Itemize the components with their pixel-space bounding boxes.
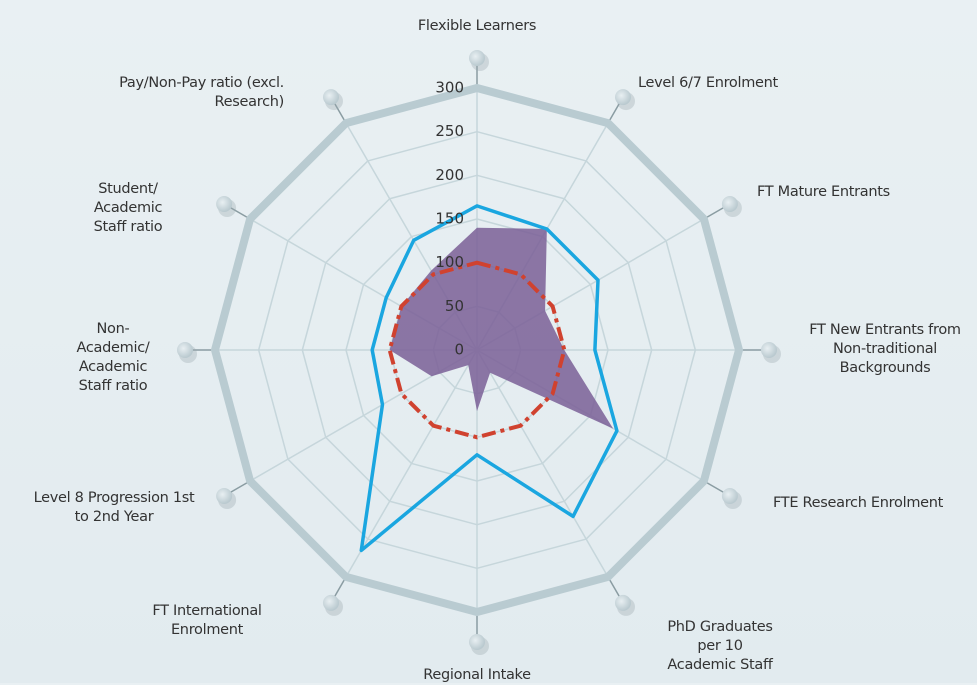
axis-dot bbox=[721, 488, 738, 504]
category-label: Student/ Academic Staff ratio bbox=[93, 181, 163, 235]
axis-dot bbox=[615, 89, 631, 106]
r-tick-label: 300 bbox=[435, 79, 464, 97]
axis-dot bbox=[323, 594, 339, 611]
r-tick-label: 100 bbox=[435, 253, 464, 271]
category-label: Non-Academic/ Academic Staff ratio bbox=[76, 321, 150, 394]
grid-ring bbox=[211, 84, 743, 616]
category-label: Level 8 Progression 1st to 2nd Year bbox=[33, 490, 195, 525]
category-label: FT Mature Entrants bbox=[757, 184, 890, 200]
axis-dot bbox=[721, 196, 738, 212]
r-tick-label: 200 bbox=[435, 166, 464, 184]
series-line bbox=[359, 204, 619, 553]
axis-dot bbox=[216, 488, 233, 504]
grid-ring bbox=[345, 218, 609, 482]
axis-dot bbox=[216, 196, 233, 212]
series-area bbox=[389, 227, 614, 429]
category-label: Pay/Non-Pay ratio (excl. Research) bbox=[119, 75, 284, 110]
r-tick-label: 150 bbox=[435, 210, 464, 228]
axis-dot bbox=[469, 50, 485, 66]
category-label: FT New Entrants from Non-traditional Bac… bbox=[809, 322, 961, 376]
category-label: FT International Enrolment bbox=[152, 603, 262, 638]
axis-dot bbox=[615, 594, 631, 611]
series-line bbox=[387, 260, 567, 440]
category-label: PhD Graduates per 10 Academic Staff bbox=[667, 619, 773, 673]
axis-dot bbox=[177, 342, 193, 358]
category-label: Level 6/7 Enrolment bbox=[638, 75, 778, 91]
axis-dot bbox=[323, 89, 339, 106]
grid-ring bbox=[257, 130, 697, 570]
r-tick-label: 50 bbox=[445, 297, 464, 315]
category-label: FTE Research Enrolment bbox=[773, 495, 944, 511]
axis-dot bbox=[469, 634, 485, 650]
axis-dot bbox=[761, 342, 777, 358]
r-tick-label: 250 bbox=[435, 122, 464, 140]
category-label: Flexible Learners bbox=[417, 18, 537, 34]
grid-ring bbox=[301, 174, 653, 526]
category-label: Regional Intake bbox=[423, 667, 531, 683]
r-tick-label: 0 bbox=[454, 341, 464, 359]
